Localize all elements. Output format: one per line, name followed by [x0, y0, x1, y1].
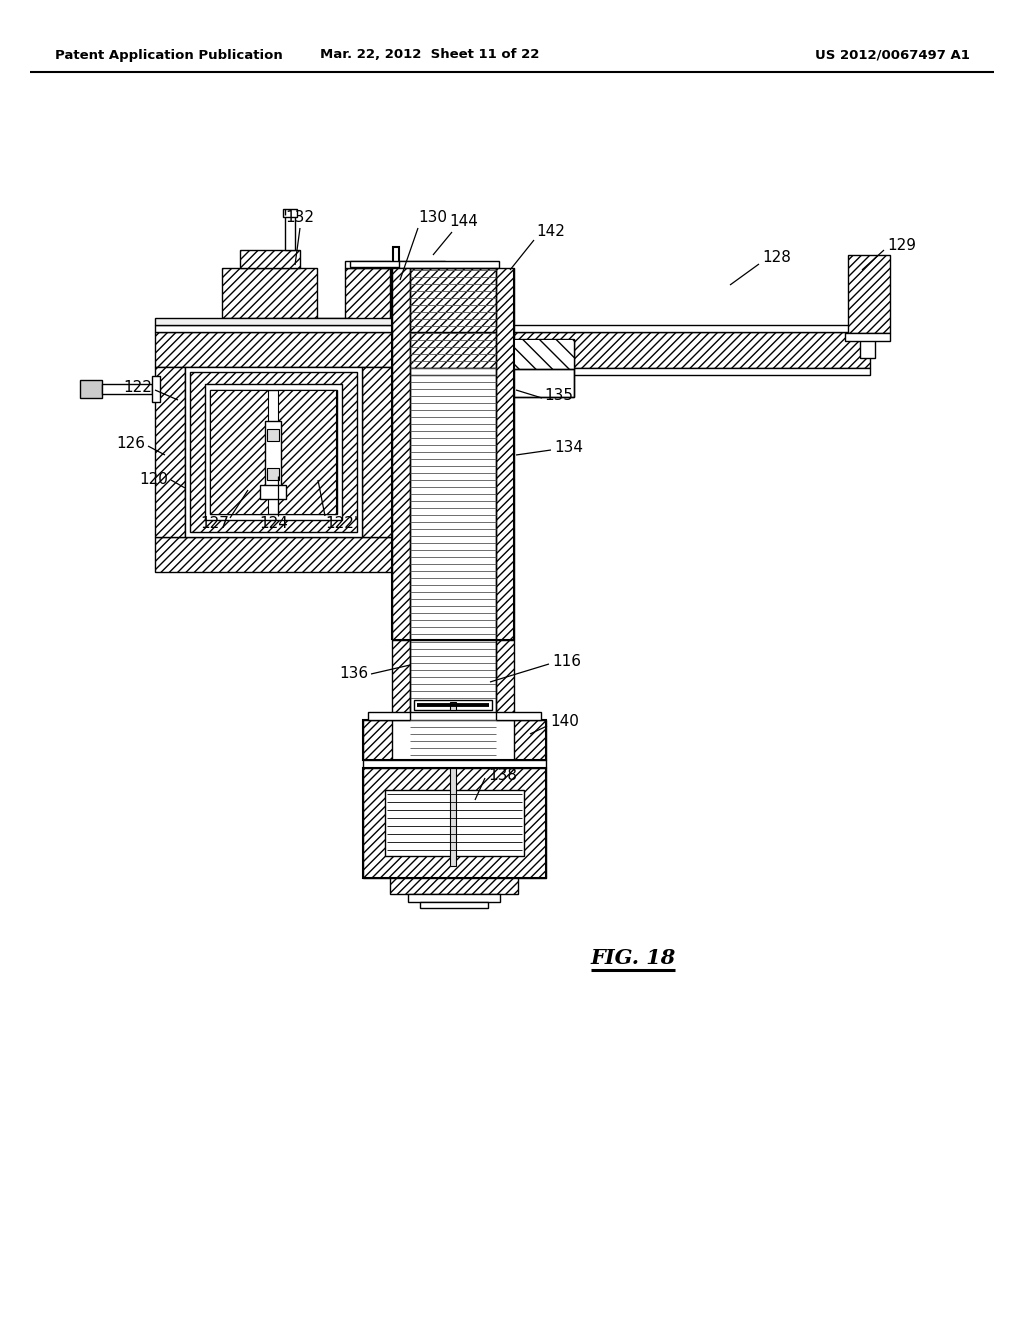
Text: 122': 122': [325, 516, 358, 532]
Bar: [845, 333, 890, 341]
Bar: [410, 268, 496, 640]
Bar: [155, 367, 185, 537]
Text: 129: 129: [887, 238, 916, 252]
Bar: [362, 768, 546, 878]
Bar: [155, 318, 392, 325]
Bar: [368, 711, 541, 719]
Bar: [102, 384, 152, 393]
Bar: [345, 333, 870, 368]
Bar: [392, 640, 410, 719]
Bar: [414, 700, 492, 710]
Bar: [420, 902, 488, 908]
Text: Mar. 22, 2012  Sheet 11 of 22: Mar. 22, 2012 Sheet 11 of 22: [321, 49, 540, 62]
Bar: [210, 389, 337, 513]
Bar: [278, 389, 336, 513]
Bar: [399, 261, 499, 268]
Bar: [240, 249, 300, 268]
Bar: [222, 325, 352, 333]
Text: 126: 126: [116, 437, 145, 451]
Bar: [222, 318, 352, 325]
Text: 124: 124: [259, 516, 289, 532]
Text: 140: 140: [550, 714, 579, 730]
Text: 135: 135: [544, 388, 573, 404]
Bar: [155, 537, 392, 572]
Bar: [222, 268, 317, 333]
Bar: [190, 372, 357, 532]
Bar: [385, 789, 524, 855]
Bar: [399, 268, 499, 333]
Bar: [345, 368, 870, 375]
Text: 132: 132: [286, 210, 314, 226]
Bar: [496, 268, 514, 640]
Bar: [345, 268, 390, 333]
Bar: [848, 255, 890, 333]
Bar: [362, 760, 546, 768]
Text: US 2012/0067497 A1: US 2012/0067497 A1: [815, 49, 970, 62]
Bar: [345, 325, 870, 333]
Bar: [362, 367, 392, 537]
Bar: [350, 261, 445, 267]
Text: 128: 128: [762, 251, 791, 265]
Bar: [362, 768, 546, 878]
Bar: [860, 308, 874, 358]
Bar: [155, 333, 392, 367]
Text: 138: 138: [488, 768, 517, 784]
Bar: [205, 384, 342, 520]
Bar: [210, 389, 268, 513]
Bar: [450, 768, 456, 866]
Bar: [267, 429, 279, 441]
Bar: [390, 878, 518, 894]
Text: 144: 144: [449, 214, 478, 230]
Text: 134: 134: [554, 441, 583, 455]
Bar: [496, 640, 514, 719]
Text: 130: 130: [418, 210, 447, 226]
Text: 136: 136: [339, 667, 368, 681]
Bar: [362, 719, 546, 760]
Text: 142: 142: [536, 224, 565, 239]
Text: Patent Application Publication: Patent Application Publication: [55, 49, 283, 62]
Bar: [345, 261, 390, 268]
Bar: [80, 380, 102, 399]
Bar: [393, 247, 399, 300]
Bar: [285, 215, 295, 249]
Bar: [514, 339, 574, 370]
Bar: [155, 325, 392, 333]
Bar: [283, 209, 297, 216]
Bar: [408, 894, 500, 902]
Text: FIG. 18: FIG. 18: [591, 948, 676, 968]
Text: 120: 120: [139, 473, 168, 487]
Bar: [185, 367, 362, 537]
Bar: [152, 376, 160, 403]
Text: 127: 127: [201, 516, 229, 532]
Bar: [392, 268, 410, 640]
Text: 122: 122: [123, 380, 152, 396]
Bar: [265, 421, 281, 492]
Bar: [514, 719, 546, 760]
Bar: [260, 484, 286, 499]
Bar: [362, 719, 392, 760]
Bar: [514, 370, 574, 397]
Bar: [514, 339, 574, 370]
Bar: [267, 469, 279, 480]
Bar: [450, 702, 456, 710]
Text: 116: 116: [552, 655, 581, 669]
